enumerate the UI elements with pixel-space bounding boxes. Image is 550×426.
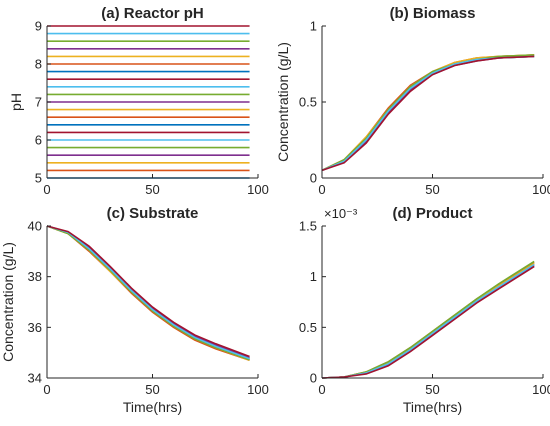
series-line-6 — [321, 55, 535, 172]
y-tick-label: 1 — [310, 19, 317, 34]
y-tick-label: 1.5 — [299, 219, 317, 234]
plot-area — [322, 26, 543, 178]
series-line-6 — [321, 265, 535, 379]
x-tick-label: 100 — [247, 382, 269, 397]
plot-area — [47, 226, 258, 378]
y-tick-label: 6 — [35, 133, 42, 148]
y-tick-label: 34 — [28, 371, 42, 386]
chart-panel-2: 0 50 100 34 36 38 40 (c) Substrate Time(hrs) Conc… — [0, 205, 269, 415]
chart-panel-3: 0 50 100 0 0.5 1 1.5 (d) Product Time(hrs) ×10⁻³ — [299, 205, 550, 415]
plot-area — [322, 226, 543, 378]
y-tick-label: 0 — [310, 171, 317, 186]
y-tick-label: 7 — [35, 95, 42, 110]
y-tick-label: 38 — [28, 269, 42, 284]
chart-title: (c) Substrate — [107, 205, 199, 222]
y-tick-label: 5 — [35, 171, 42, 186]
x-tick-label: 50 — [145, 382, 159, 397]
x-tick-label: 100 — [532, 382, 550, 397]
chart-title: (d) Product — [393, 205, 473, 222]
chart-panel-1: 0 50 100 0 0.5 1 (b) Biomass Concentration (g/L… — [275, 5, 550, 197]
chart-title: (b) Biomass — [390, 5, 476, 22]
y-tick-label: 1 — [310, 269, 317, 284]
series-line-4 — [46, 225, 250, 361]
y-tick-label: 8 — [35, 57, 42, 72]
x-tick-label: 0 — [318, 182, 325, 197]
series-line-6 — [46, 225, 250, 358]
y-tick-label: 9 — [35, 19, 42, 34]
y-axis-label: Concentration (g/L) — [0, 242, 16, 362]
y-tick-label: 36 — [28, 320, 42, 335]
x-axis-label: Time(hrs) — [123, 399, 182, 415]
y-tick-label: 40 — [28, 219, 42, 234]
series-line-5 — [46, 225, 250, 360]
chart-title: (a) Reactor pH — [101, 5, 204, 22]
y-axis-label: pH — [8, 93, 24, 111]
y-scale-label: ×10⁻³ — [324, 206, 358, 221]
x-tick-label: 0 — [43, 182, 50, 197]
x-tick-label: 100 — [247, 182, 269, 197]
y-tick-label: 0.5 — [299, 95, 317, 110]
y-tick-label: 0 — [310, 371, 317, 386]
x-tick-label: 50 — [425, 182, 439, 197]
x-tick-label: 0 — [318, 382, 325, 397]
x-axis-label: Time(hrs) — [403, 399, 462, 415]
x-tick-label: 50 — [145, 182, 159, 197]
y-axis-label: Concentration (g/L) — [275, 42, 291, 162]
chart-panel-0: 0 50 100 5 6 7 8 9 (a) Reactor pH pH — [8, 5, 269, 197]
x-tick-label: 0 — [43, 382, 50, 397]
x-tick-label: 100 — [532, 182, 550, 197]
x-tick-label: 50 — [425, 382, 439, 397]
y-tick-label: 0.5 — [299, 320, 317, 335]
